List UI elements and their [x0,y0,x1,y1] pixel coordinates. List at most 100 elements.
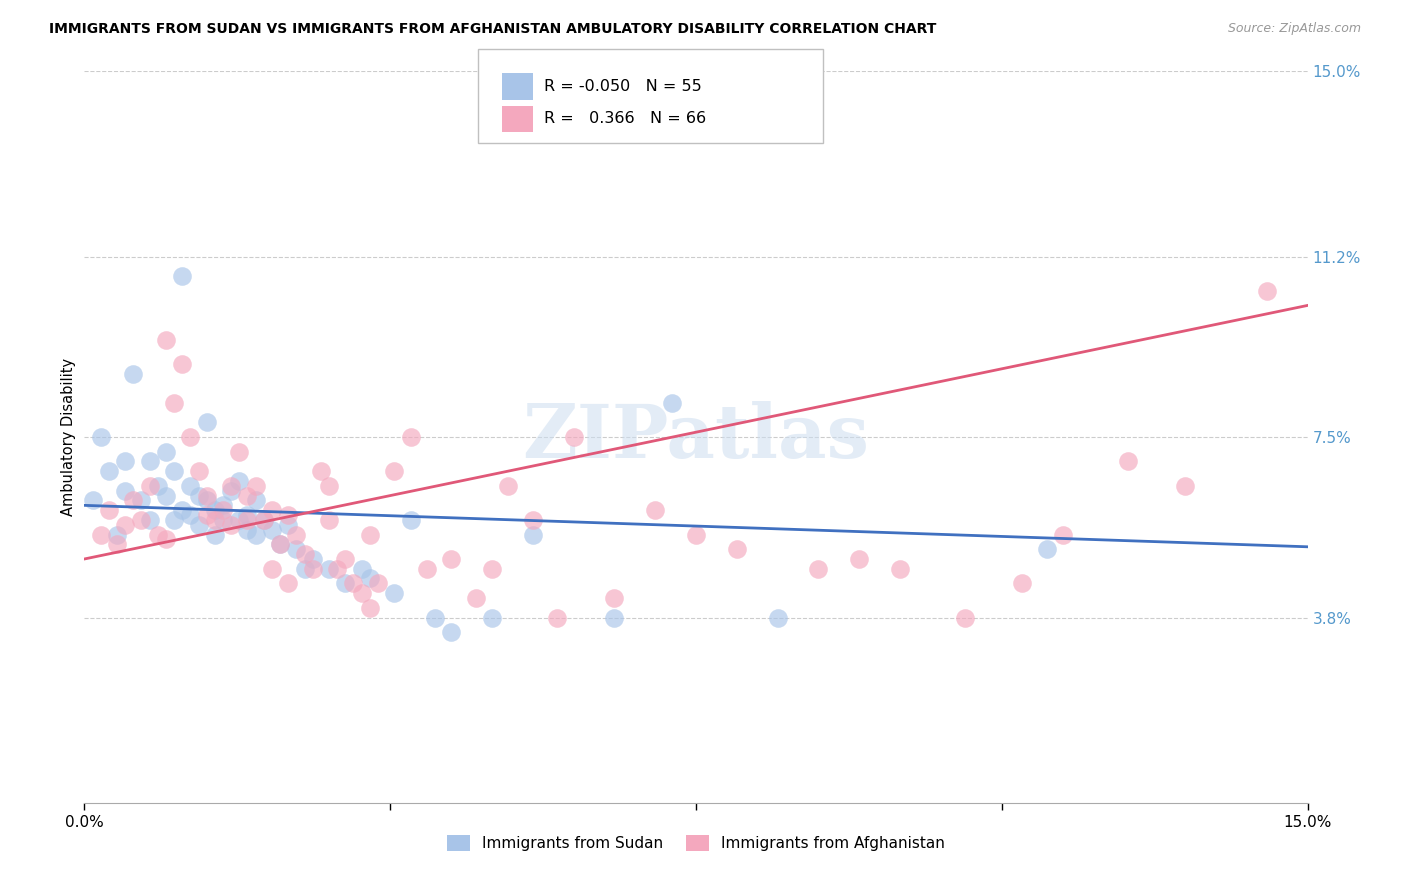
Point [359,572,381,586]
Point [219,479,242,493]
Point [253,513,276,527]
Point [172,357,194,371]
Point [146,527,169,541]
Point [725,542,748,557]
Point [481,562,503,576]
Point [187,464,209,478]
Point [399,513,422,527]
Point [416,562,439,576]
Point [277,576,299,591]
Point [212,503,235,517]
Point [342,576,364,591]
Point [318,513,340,527]
Point [163,396,186,410]
Point [359,600,381,615]
Text: Source: ZipAtlas.com: Source: ZipAtlas.com [1227,22,1361,36]
Point [204,527,226,541]
Point [155,333,177,347]
Point [253,513,276,527]
Point [219,483,242,498]
Point [131,493,153,508]
Point [179,430,201,444]
Point [138,513,160,527]
Text: R = -0.050   N = 55: R = -0.050 N = 55 [544,79,702,94]
Point [163,513,186,527]
Point [195,508,218,522]
Point [301,552,323,566]
Point [685,527,707,541]
Y-axis label: Ambulatory Disability: Ambulatory Disability [60,358,76,516]
Point [367,576,389,591]
Point [228,444,250,458]
Point [97,503,120,517]
Point [155,489,177,503]
Point [1174,479,1197,493]
Point [90,527,112,541]
Point [114,483,136,498]
Point [889,562,911,576]
Point [155,444,177,458]
Point [546,610,568,624]
Point [204,503,226,517]
Point [236,489,259,503]
Point [114,517,136,532]
Point [138,454,160,468]
Text: IMMIGRANTS FROM SUDAN VS IMMIGRANTS FROM AFGHANISTAN AMBULATORY DISABILITY CORRE: IMMIGRANTS FROM SUDAN VS IMMIGRANTS FROM… [49,22,936,37]
Legend: Immigrants from Sudan, Immigrants from Afghanistan: Immigrants from Sudan, Immigrants from A… [440,830,952,857]
Point [195,493,218,508]
Point [382,586,405,600]
Point [245,479,267,493]
Point [335,576,357,591]
Point [522,513,544,527]
Point [359,527,381,541]
Point [350,562,373,576]
Point [1052,527,1074,541]
Point [301,562,323,576]
Point [326,562,349,576]
Point [269,537,291,551]
Point [163,464,186,478]
Point [245,493,267,508]
Point [464,591,486,605]
Point [245,527,267,541]
Point [219,517,242,532]
Point [498,479,520,493]
Point [440,552,463,566]
Point [228,513,250,527]
Point [122,493,145,508]
Point [236,508,259,522]
Point [285,527,308,541]
Point [382,464,405,478]
Point [212,513,235,527]
Point [195,489,218,503]
Point [1035,542,1057,557]
Point [204,513,226,527]
Point [90,430,112,444]
Point [603,610,626,624]
Point [82,493,104,508]
Point [212,499,235,513]
Point [138,479,160,493]
Point [766,610,789,624]
Point [122,367,145,381]
Point [1011,576,1033,591]
Point [848,552,870,566]
Point [423,610,446,624]
Point [562,430,585,444]
Point [335,552,357,566]
Point [105,527,128,541]
Point [1116,454,1139,468]
Point [155,533,177,547]
Point [318,562,340,576]
Point [277,508,299,522]
Point [236,523,259,537]
Point [399,430,422,444]
Point [522,527,544,541]
Point [146,479,169,493]
Point [603,591,626,605]
Point [294,547,316,561]
Point [285,542,308,557]
Point [187,517,209,532]
Point [440,625,463,640]
Point [131,513,153,527]
